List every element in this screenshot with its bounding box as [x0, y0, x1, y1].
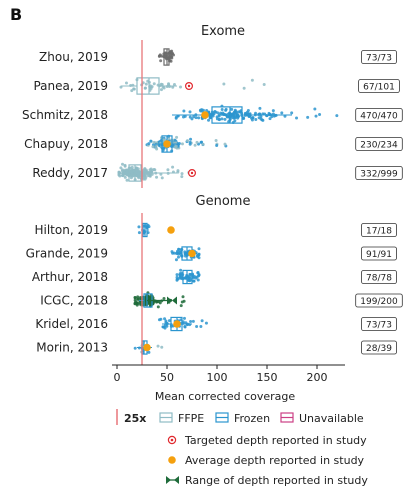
legend-frozen-box-icon: [216, 413, 228, 422]
legend-range-marker-icon: [166, 476, 179, 484]
x-axis: 0 50 100 150 200: [112, 40, 345, 384]
study-label-arthur-2018: Arthur, 2018: [32, 270, 108, 284]
targeted-marker-reddy-2017: [189, 170, 196, 177]
x-tick-0: 0: [114, 371, 121, 384]
study-label-chapuy-2018: Chapuy, 2018: [24, 137, 108, 151]
study-label-schmitz-2018: Schmitz, 2018: [22, 108, 108, 122]
svg-text:199/200: 199/200: [360, 297, 398, 307]
legend-average-marker-icon: [168, 456, 176, 464]
dots-hilton-2019: [137, 224, 150, 235]
x-tick-200: 200: [307, 371, 328, 384]
average-marker-hilton-2019: [167, 226, 175, 234]
study-label-zhou-2019: Zhou, 2019: [39, 50, 108, 64]
study-label-reddy-2017: Reddy, 2017: [32, 166, 108, 180]
svg-text:73/73: 73/73: [366, 54, 392, 64]
dots-kridel-2016: [158, 317, 208, 330]
average-marker-chapuy-2018: [163, 140, 171, 148]
dots-icgc-2018: [134, 291, 186, 308]
x-tick-150: 150: [257, 371, 278, 384]
box-panea-2019: [121, 78, 177, 94]
dots-grande-2019: [171, 247, 201, 261]
legend-targeted-label: Targeted depth reported in study: [184, 434, 367, 447]
targeted-marker-panea-2019: [186, 83, 193, 90]
study-label-morin-2013: Morin, 2013: [36, 341, 108, 355]
svg-text:67/101: 67/101: [363, 83, 395, 93]
study-label-panea-2019: Panea, 2019: [33, 79, 108, 93]
legend-targeted-marker-icon: [168, 436, 175, 443]
average-marker-grande-2019: [188, 250, 196, 258]
legend-range-label: Range of depth reported in study: [185, 474, 368, 487]
box-reddy-2017: [119, 165, 177, 181]
x-tick-100: 100: [207, 371, 228, 384]
study-label-icgc-2018: ICGC, 2018: [40, 294, 108, 308]
legend-ffpe-box-icon: [160, 413, 172, 422]
study-label-hilton-2019: Hilton, 2019: [34, 223, 108, 237]
sample-count-panea-2019: 67/101: [359, 80, 400, 93]
legend-unavailable-box-icon: [281, 413, 293, 422]
genome-plot-area: 17/18 91/91 78/78 199/200 73/73 28/39: [134, 223, 403, 354]
average-marker-morin-2013: [143, 344, 151, 352]
panel-letter: B: [10, 5, 22, 24]
x-axis-label: Mean corrected coverage: [155, 390, 296, 403]
sample-count-arthur-2018: 78/78: [362, 271, 397, 284]
exome-study-labels: Zhou, 2019 Panea, 2019 Schmitz, 2018 Chapuy…: [22, 50, 108, 180]
genome-study-labels: Hilton, 2019 Grande, 2019 Arthur, 2018 ICGC…: [26, 223, 108, 355]
sample-count-icgc-2018: 199/200: [356, 294, 403, 307]
svg-text:17/18: 17/18: [366, 227, 392, 237]
average-marker-schmitz-2018: [201, 111, 209, 119]
genome-title: Genome: [196, 194, 251, 209]
svg-text:73/73: 73/73: [366, 321, 392, 331]
svg-text:78/78: 78/78: [366, 274, 392, 284]
sample-count-kridel-2016: 73/73: [362, 318, 397, 331]
exome-plot-area: 73/73 67/101 470/470 230/234 332/999: [118, 49, 403, 182]
sample-count-reddy-2017: 332/999: [356, 167, 403, 180]
sample-count-hilton-2019: 17/18: [362, 224, 397, 237]
svg-text:332/999: 332/999: [360, 170, 398, 180]
dots-schmitz-2018: [175, 105, 339, 124]
sample-count-grande-2019: 91/91: [362, 247, 397, 260]
sample-count-morin-2013: 28/39: [362, 341, 397, 354]
average-marker-kridel-2016: [173, 320, 181, 328]
sample-count-zhou-2019: 73/73: [362, 51, 397, 64]
svg-text:28/39: 28/39: [366, 344, 392, 354]
legend-frozen-label: Frozen: [234, 412, 270, 425]
svg-text:91/91: 91/91: [366, 250, 392, 260]
legend-unavailable-label: Unavailable: [299, 412, 364, 425]
study-label-grande-2019: Grande, 2019: [26, 247, 108, 261]
svg-text:230/234: 230/234: [360, 141, 398, 151]
x-tick-50: 50: [160, 371, 174, 384]
svg-text:470/470: 470/470: [360, 112, 398, 122]
study-label-kridel-2016: Kridel, 2016: [35, 317, 108, 331]
legend-ref-label: 25x: [124, 412, 146, 425]
legend-average-label: Average depth reported in study: [185, 454, 365, 467]
legend: 25x FFPE Frozen Unavailable Targeted dep…: [117, 409, 368, 487]
sample-count-schmitz-2018: 470/470: [356, 109, 403, 122]
exome-title: Exome: [201, 24, 245, 39]
legend-ffpe-label: FFPE: [178, 412, 204, 425]
sample-count-chapuy-2018: 230/234: [356, 138, 403, 151]
